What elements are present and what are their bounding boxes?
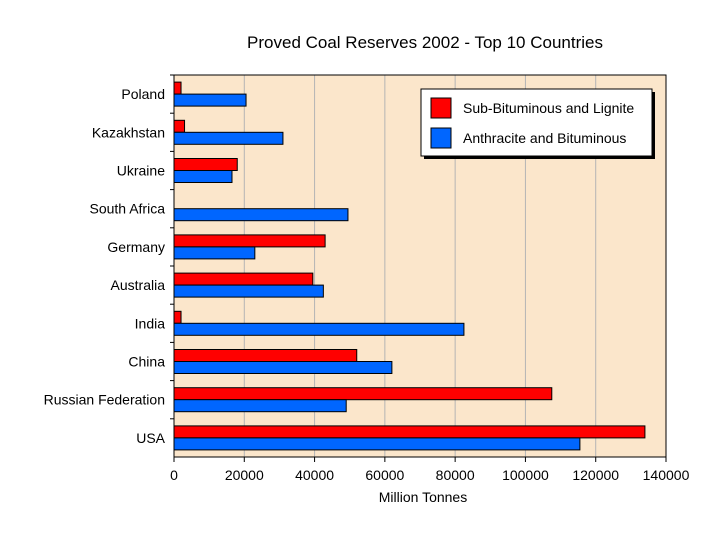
y-tick-label: Poland xyxy=(121,86,165,102)
x-tick-label: 120000 xyxy=(572,467,619,483)
y-tick-label: Ukraine xyxy=(117,163,165,179)
y-tick-label: Russian Federation xyxy=(44,392,165,408)
bar-australia-anthracite xyxy=(173,284,324,298)
legend-box xyxy=(420,88,653,157)
x-tick-label: 60000 xyxy=(365,467,404,483)
bar-usa-sub-bituminous xyxy=(173,425,646,439)
legend-label: Sub-Bituminous and Lignite xyxy=(463,100,634,116)
bar-india-anthracite xyxy=(173,322,465,336)
bar-poland-sub-bituminous xyxy=(173,81,182,95)
bar-china-anthracite xyxy=(173,361,393,374)
plot-frame xyxy=(173,74,667,458)
x-tick-label: 40000 xyxy=(295,467,334,483)
bar-australia-sub-bituminous xyxy=(173,272,314,286)
legend-swatch xyxy=(430,127,452,149)
y-tick-label: China xyxy=(128,354,165,370)
bar-ukraine-anthracite xyxy=(173,170,233,183)
bar-india-sub-bituminous xyxy=(173,310,182,324)
x-tick-label: 140000 xyxy=(643,467,690,483)
y-tick-label: India xyxy=(135,315,166,331)
bar-ukraine-sub-bituminous xyxy=(173,158,238,171)
y-tick-label: Kazakhstan xyxy=(92,124,165,140)
bar-russian-federation-anthracite xyxy=(173,399,347,413)
legend: Sub-Bituminous and Lignite Anthracite and… xyxy=(420,88,655,159)
x-tick-label: 0 xyxy=(170,467,178,483)
bar-china-sub-bituminous xyxy=(173,349,358,362)
bar-south-africa-anthracite xyxy=(173,208,349,222)
x-axis-label: Million Tonnes xyxy=(379,489,467,505)
bar-kazakhstan-anthracite xyxy=(173,131,284,145)
x-tick-label: 100000 xyxy=(502,467,549,483)
bar-germany-anthracite xyxy=(173,246,256,260)
bar-germany-sub-bituminous xyxy=(173,234,326,248)
y-tick-label: Germany xyxy=(107,239,165,255)
legend-swatch xyxy=(430,97,452,119)
bar-usa-anthracite xyxy=(173,437,581,451)
y-tick-label: Australia xyxy=(111,277,166,293)
legend-label: Anthracite and Bituminous xyxy=(463,130,626,146)
bar-russian-federation-sub-bituminous xyxy=(173,387,553,401)
chart-title: Proved Coal Reserves 2002 - Top 10 Count… xyxy=(247,33,603,52)
bar-kazakhstan-sub-bituminous xyxy=(173,119,186,133)
y-tick-label: USA xyxy=(136,430,165,446)
x-tick-label: 20000 xyxy=(225,467,264,483)
bar-poland-anthracite xyxy=(173,93,247,107)
y-tick-label: South Africa xyxy=(90,201,166,217)
x-tick-label: 80000 xyxy=(436,467,475,483)
